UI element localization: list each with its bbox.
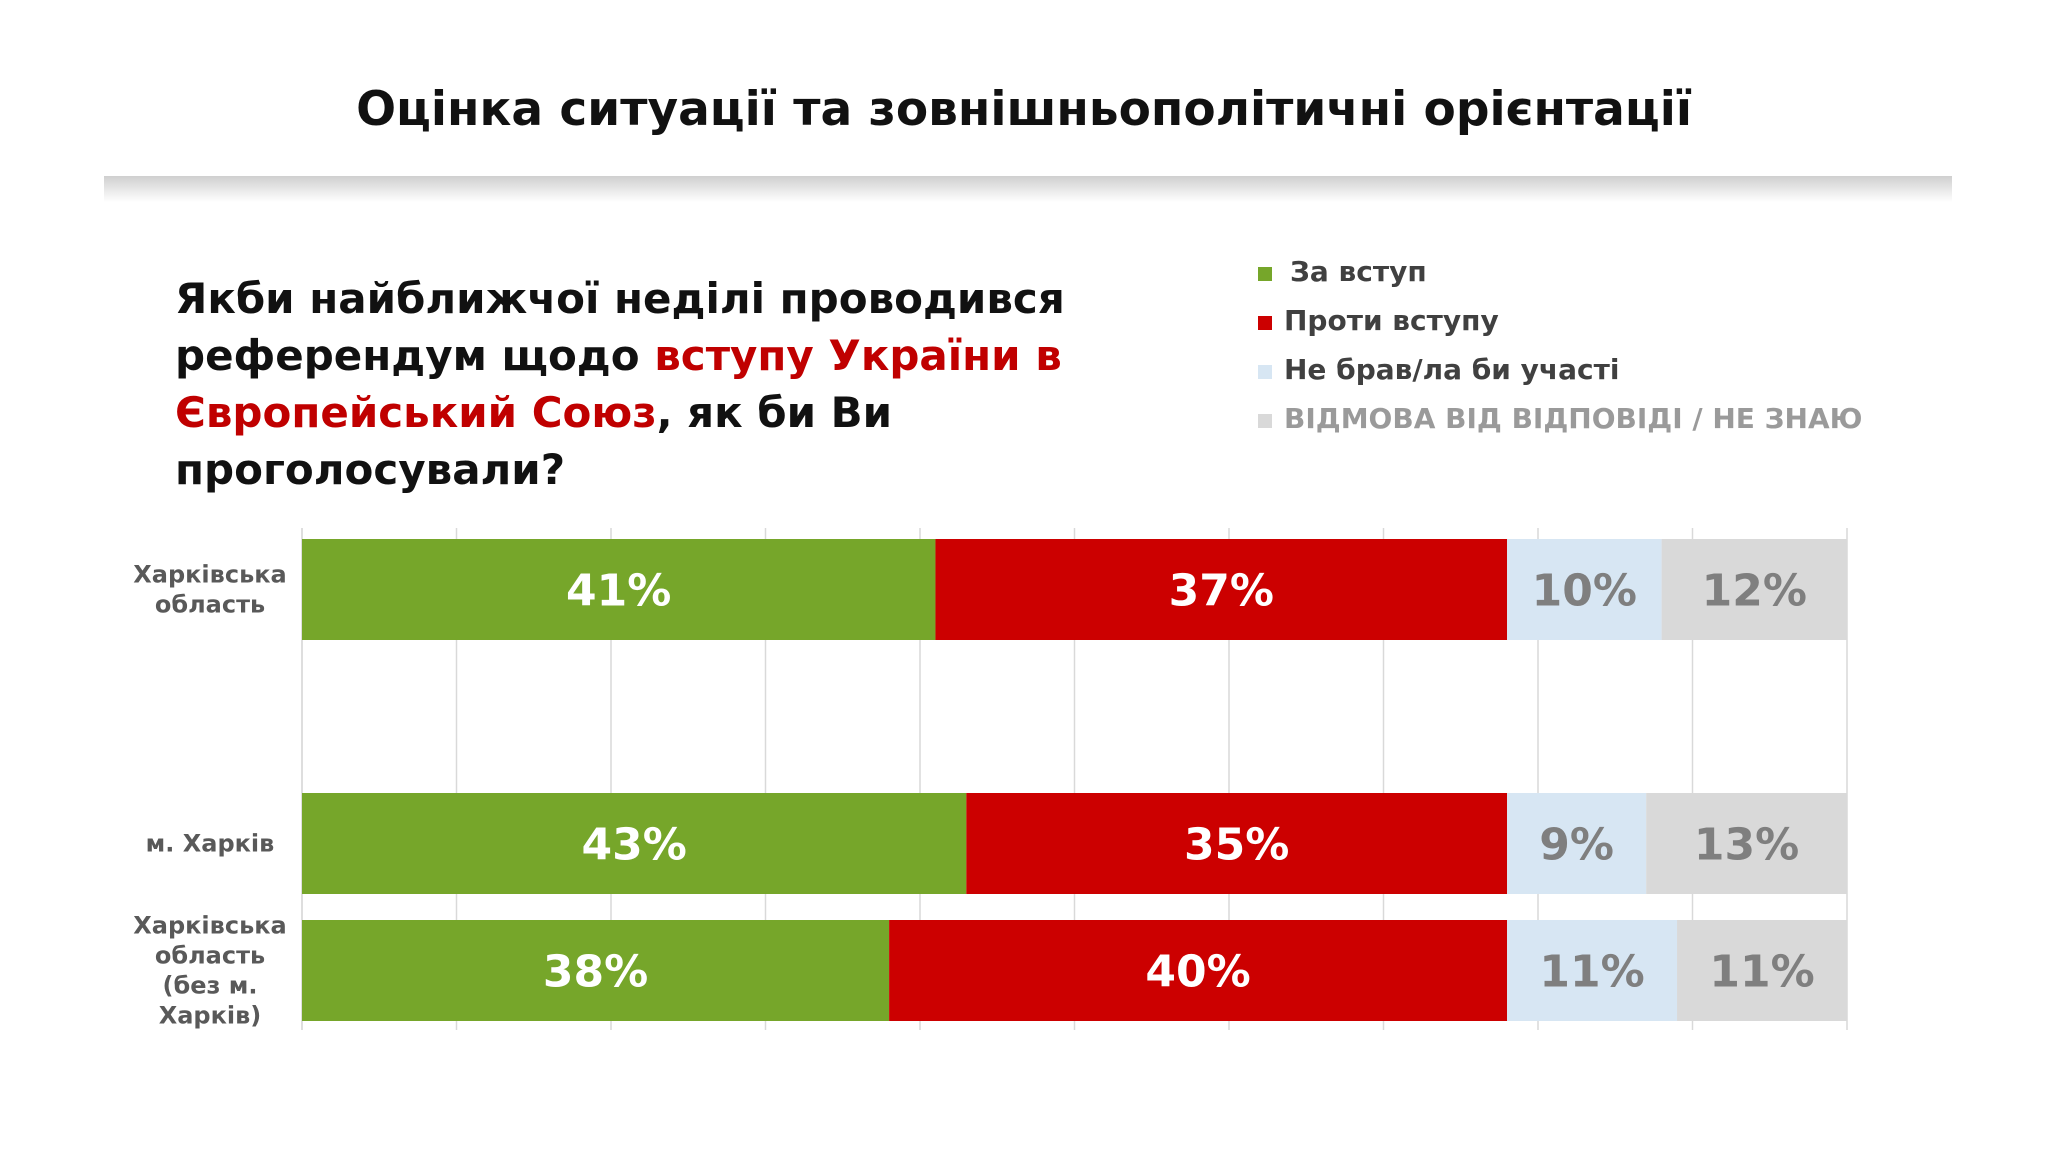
data-label: 43%: [582, 820, 687, 871]
question-highlight: вступу України в Європейський Союз: [175, 331, 1062, 437]
data-label: 35%: [1184, 820, 1289, 871]
data-label: 9%: [1539, 820, 1614, 871]
legend-swatch-abstain: [1258, 365, 1272, 379]
bar-segment: [1646, 793, 1847, 894]
legend-label-for: За вступ: [1290, 255, 1427, 288]
data-label: 37%: [1169, 566, 1274, 617]
bar-segment: [302, 539, 936, 640]
page-title: Оцінка ситуації та зовнішньополітичні ор…: [356, 82, 1692, 137]
bar-segment: [302, 793, 967, 894]
data-label: 41%: [566, 566, 671, 617]
data-label: 40%: [1145, 947, 1250, 998]
bar-segment: [302, 920, 890, 1021]
data-label: 13%: [1694, 820, 1799, 871]
data-label: 10%: [1532, 566, 1637, 617]
bar-segment: [966, 793, 1508, 894]
legend-label-abstain: Не брав/ла би участі: [1284, 353, 1620, 386]
bar-segment: [1677, 920, 1847, 1021]
bar-segment: [1507, 920, 1678, 1021]
data-label: 38%: [543, 947, 648, 998]
question-part2: , як би Ви проголосували?: [175, 388, 893, 494]
bar-segment: [1507, 793, 1647, 894]
data-label: 11%: [1709, 947, 1814, 998]
legend-swatch-refused: [1258, 414, 1272, 428]
legend-swatch-against: [1258, 316, 1272, 330]
bar-segment: [889, 920, 1508, 1021]
category-label: м. Харків: [146, 830, 275, 858]
legend-label-against: Проти вступу: [1284, 304, 1499, 337]
bar-segment: [1661, 539, 1847, 640]
bar-segment: [1507, 539, 1662, 640]
question-part1: Якби найближчої неділі проводився рефере…: [175, 274, 1065, 380]
data-label: 11%: [1539, 947, 1644, 998]
category-label: Харківська область: [133, 561, 286, 619]
bar-segment: [935, 539, 1508, 640]
data-label: 12%: [1702, 566, 1807, 617]
question-text: Якби найближчої неділі проводився рефере…: [175, 270, 1075, 498]
header-divider: [104, 176, 1952, 202]
legend-swatch-for: [1258, 267, 1272, 281]
category-label: Харківська область (без м. Харків): [133, 912, 286, 1030]
legend-label-refused: ВІДМОВА ВІД ВІДПОВІДІ / НЕ ЗНАЮ: [1284, 402, 1863, 435]
